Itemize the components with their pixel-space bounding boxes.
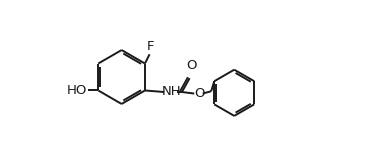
- Text: HO: HO: [66, 84, 87, 97]
- Text: O: O: [187, 59, 197, 72]
- Text: O: O: [194, 87, 205, 100]
- Text: NH: NH: [162, 85, 182, 98]
- Text: F: F: [146, 40, 154, 53]
